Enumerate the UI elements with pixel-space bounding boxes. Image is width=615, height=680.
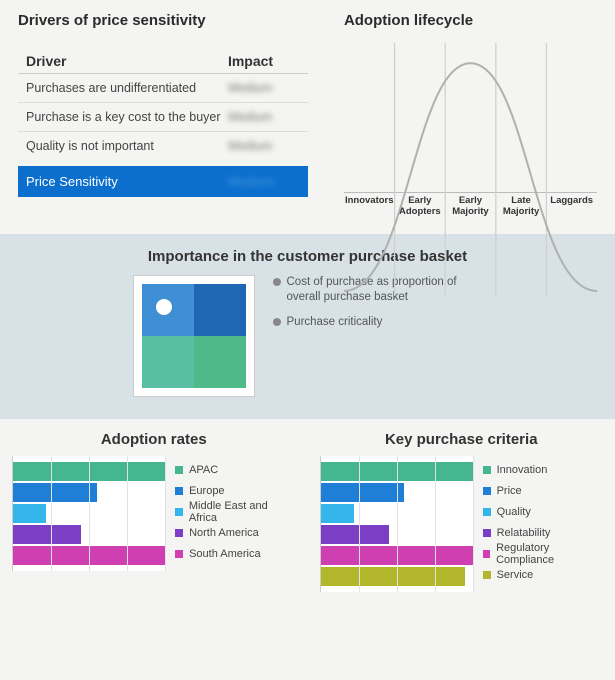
driver-row: Purchase is a key cost to the buyerMediu… (18, 102, 308, 131)
legend-swatch-icon (483, 508, 491, 516)
criteria-legend: Innovation Price Quality Relatability Regula… (483, 456, 603, 592)
adoption-legend: APAC Europe Middle East and Africa North Am… (175, 456, 295, 571)
driver-row: Purchases are undifferentiatedMedium (18, 73, 308, 102)
legend-swatch-icon (483, 487, 491, 495)
criteria-legend-item: Quality (483, 502, 603, 523)
criteria-legend-item: Service (483, 565, 603, 586)
summary-label: Price Sensitivity (26, 174, 228, 189)
adoption-legend-item: APAC (175, 460, 295, 481)
criteria-bar (321, 525, 389, 544)
col-driver: Driver (26, 53, 228, 69)
criteria-legend-label: Regulatory Compliance (496, 542, 603, 566)
adoption-legend-label: APAC (189, 464, 218, 476)
adoption-title: Adoption rates (12, 431, 296, 448)
driver-impact: Medium (228, 110, 300, 124)
adoption-legend-item: Middle East and Africa (175, 502, 295, 523)
adoption-bar (13, 483, 97, 502)
criteria-legend-item: Price (483, 481, 603, 502)
legend-swatch-icon (483, 466, 491, 474)
adoption-legend-label: Europe (189, 485, 224, 497)
criteria-body: Innovation Price Quality Relatability Regula… (320, 456, 604, 592)
legend-swatch-icon (175, 529, 183, 537)
drivers-header: Driver Impact (18, 49, 308, 73)
criteria-bar (321, 504, 354, 523)
criteria-legend-item: Regulatory Compliance (483, 544, 603, 565)
grid-line (127, 456, 128, 571)
grid-line (359, 456, 360, 592)
criteria-legend-label: Quality (497, 506, 531, 518)
bullet-icon (273, 318, 281, 326)
adoption-body: APAC Europe Middle East and Africa North Am… (12, 456, 296, 571)
lifecycle-chart (344, 43, 597, 193)
criteria-bar (321, 567, 465, 586)
legend-swatch-icon (175, 508, 183, 516)
driver-impact: Medium (228, 139, 300, 153)
grid-line (435, 456, 436, 592)
drivers-panel: Drivers of price sensitivity Driver Impa… (0, 0, 326, 234)
criteria-bar (321, 483, 405, 502)
driver-impact: Medium (228, 81, 300, 95)
driver-label: Quality is not important (26, 139, 228, 153)
legend-swatch-icon (175, 550, 183, 558)
legend-swatch-icon (483, 571, 491, 579)
adoption-legend-item: North America (175, 523, 295, 544)
criteria-legend-label: Innovation (497, 464, 548, 476)
drivers-rows: Purchases are undifferentiatedMediumPurc… (18, 73, 308, 160)
adoption-legend-item: South America (175, 544, 295, 565)
driver-row: Quality is not importantMedium (18, 131, 308, 160)
quad-bottom_right (194, 336, 246, 388)
quadrant-frame (133, 275, 255, 397)
drivers-title: Drivers of price sensitivity (18, 12, 308, 29)
adoption-bar (13, 525, 81, 544)
drivers-summary: Price Sensitivity Medium (18, 166, 308, 197)
criteria-title: Key purchase criteria (320, 431, 604, 448)
adoption-chart (12, 456, 165, 571)
adoption-legend-label: Middle East and Africa (189, 500, 296, 524)
criteria-chart (320, 456, 473, 592)
criteria-panel: Key purchase criteria Innovation Price Qua… (308, 419, 615, 616)
adoption-legend-label: North America (189, 527, 259, 539)
grid-line (51, 456, 52, 571)
lifecycle-svg (344, 43, 597, 296)
col-impact: Impact (228, 53, 300, 69)
basket-legend-item: Purchase criticality (273, 315, 483, 330)
driver-label: Purchase is a key cost to the buyer (26, 110, 228, 124)
basket-legend-label: Purchase criticality (287, 315, 383, 330)
legend-swatch-icon (175, 487, 183, 495)
quadrant-chart (142, 284, 246, 388)
summary-value: Medium (228, 174, 300, 189)
grid-line (89, 456, 90, 571)
adoption-legend-item: Europe (175, 481, 295, 502)
criteria-legend-label: Service (497, 569, 534, 581)
quad-bottom_left (142, 336, 194, 388)
lifecycle-title: Adoption lifecycle (344, 12, 597, 29)
bottom-row: Adoption rates APAC Europe Middle East and… (0, 419, 615, 616)
criteria-legend-item: Relatability (483, 523, 603, 544)
grid-line (397, 456, 398, 592)
legend-swatch-icon (483, 529, 491, 537)
criteria-legend-label: Price (497, 485, 522, 497)
adoption-bar (13, 504, 46, 523)
bullet-icon (273, 278, 281, 286)
legend-swatch-icon (483, 550, 490, 558)
legend-swatch-icon (175, 466, 183, 474)
quad-top_right (194, 284, 246, 336)
basket-marker (156, 299, 172, 315)
lifecycle-panel: Adoption lifecycle InnovatorsEarlyAdopte… (326, 0, 615, 234)
criteria-legend-item: Innovation (483, 460, 603, 481)
driver-label: Purchases are undifferentiated (26, 81, 228, 95)
adoption-panel: Adoption rates APAC Europe Middle East and… (0, 419, 308, 616)
adoption-legend-label: South America (189, 548, 261, 560)
grid-line (165, 456, 166, 571)
grid-line (473, 456, 474, 592)
criteria-legend-label: Relatability (497, 527, 551, 539)
top-row: Drivers of price sensitivity Driver Impa… (0, 0, 615, 234)
